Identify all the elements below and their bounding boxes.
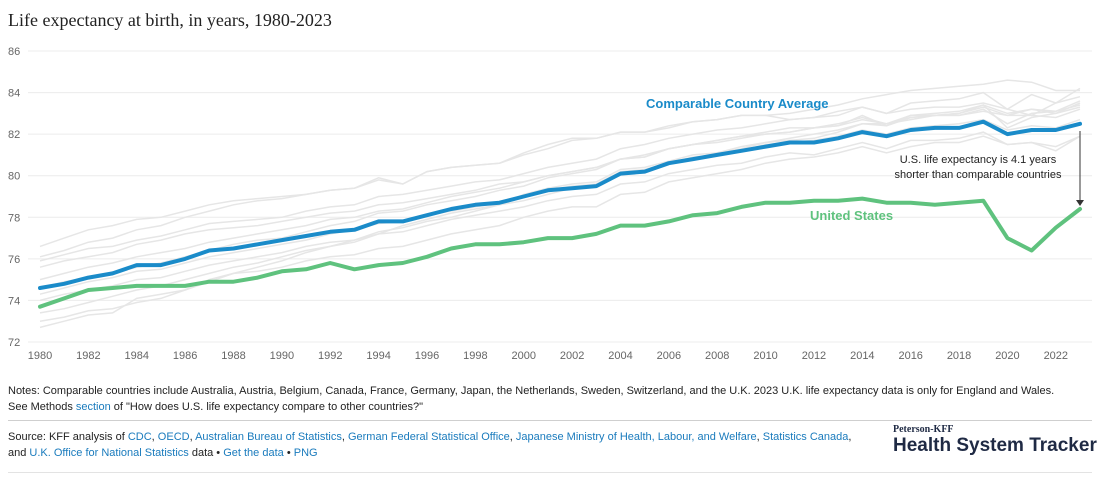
chart-title: Life expectancy at birth, in years, 1980… xyxy=(8,10,332,30)
notes-line-1: Notes: Comparable countries include Aust… xyxy=(8,385,1055,397)
comparable-country-line xyxy=(39,131,1081,302)
main-series xyxy=(38,119,1082,309)
x-tick-label: 1990 xyxy=(270,350,294,362)
x-tick-label: 2012 xyxy=(802,350,826,362)
line-chart: 1980 1982 1984 1986 1988 1990 1992 1994 1996 1998… xyxy=(8,46,1092,362)
notes: Notes: Comparable countries include Aust… xyxy=(8,383,1093,415)
x-tick-label: 2020 xyxy=(995,350,1019,362)
source: Source: KFF analysis of CDC, OECD, Austr… xyxy=(8,431,852,459)
japan-ministry-link[interactable]: Japanese Ministry of Health, Labour, and… xyxy=(515,431,757,443)
brand-top: Peterson-KFF xyxy=(893,424,954,435)
notes-line-2: See Methods section of "How does U.S. li… xyxy=(8,401,424,413)
x-tick-label: 2018 xyxy=(947,350,971,362)
x-tick-label: 2008 xyxy=(705,350,729,362)
x-axis-ticks: 1980 1982 1984 1986 1988 1990 1992 1994 1996 1998… xyxy=(28,350,1068,362)
get-the-data-link[interactable]: Get the data xyxy=(223,447,284,459)
abs-link[interactable]: Australian Bureau of Statistics xyxy=(195,431,342,443)
x-tick-label: 1984 xyxy=(125,350,149,362)
divider xyxy=(8,420,1092,421)
y-tick-label: 86 xyxy=(8,46,20,58)
x-tick-label: 2002 xyxy=(560,350,584,362)
german-office-link[interactable]: German Federal Statistical Office xyxy=(347,431,510,443)
y-tick-label: 82 xyxy=(8,129,20,141)
x-tick-label: 2014 xyxy=(850,350,874,362)
x-tick-label: 1998 xyxy=(463,350,487,362)
brand-main: Health System Tracker xyxy=(893,435,1097,456)
x-tick-label: 1992 xyxy=(318,350,342,362)
annotation-line-1: U.S. life expectancy is 4.1 years xyxy=(900,154,1057,166)
y-tick-label: 72 xyxy=(8,337,20,349)
annotation-arrowhead xyxy=(1076,200,1084,206)
comparable-country-average-line xyxy=(38,119,1082,290)
methods-section-link[interactable]: section xyxy=(75,401,111,413)
png-link[interactable]: PNG xyxy=(293,447,318,459)
x-tick-label: 2004 xyxy=(608,350,632,362)
x-tick-label: 1988 xyxy=(221,350,245,362)
annotation-line-2: shorter than comparable countries xyxy=(895,169,1062,181)
cca-series-label: Comparable Country Average xyxy=(646,96,829,111)
us-series-label: United States xyxy=(810,208,893,223)
x-tick-label: 1996 xyxy=(415,350,439,362)
x-tick-label: 2016 xyxy=(898,350,922,362)
statistics-canada-link[interactable]: Statistics Canada xyxy=(762,431,849,443)
united-states-line xyxy=(38,196,1082,309)
comparable-country-line xyxy=(39,108,1081,329)
x-tick-label: 2006 xyxy=(657,350,681,362)
y-tick-label: 78 xyxy=(8,212,20,224)
grid-lines xyxy=(28,50,1092,343)
cdc-link[interactable]: CDC xyxy=(127,431,152,443)
y-tick-label: 76 xyxy=(8,254,20,266)
y-tick-label: 80 xyxy=(8,171,20,183)
comparable-country-line xyxy=(39,79,1080,248)
x-tick-label: 2010 xyxy=(753,350,777,362)
x-tick-label: 2000 xyxy=(511,350,535,362)
x-tick-label: 1982 xyxy=(76,350,100,362)
y-tick-label: 84 xyxy=(8,88,20,100)
x-tick-label: 1994 xyxy=(366,350,390,362)
oecd-link[interactable]: OECD xyxy=(157,431,190,443)
x-tick-label: 1986 xyxy=(173,350,197,362)
y-axis-ticks: 72 74 76 78 80 82 84 86 xyxy=(8,46,20,349)
bottom-divider xyxy=(8,472,1092,473)
uk-ons-link[interactable]: U.K. Office for National Statistics xyxy=(29,447,189,459)
comparable-country-line xyxy=(39,95,1081,258)
x-tick-label: 1980 xyxy=(28,350,52,362)
brand-logo[interactable]: Peterson-KFF Health System Tracker xyxy=(893,424,1097,457)
y-tick-label: 74 xyxy=(8,295,20,307)
comparable-country-line xyxy=(39,102,1081,314)
x-tick-label: 2022 xyxy=(1044,350,1068,362)
comparable-country-line xyxy=(39,87,1081,262)
